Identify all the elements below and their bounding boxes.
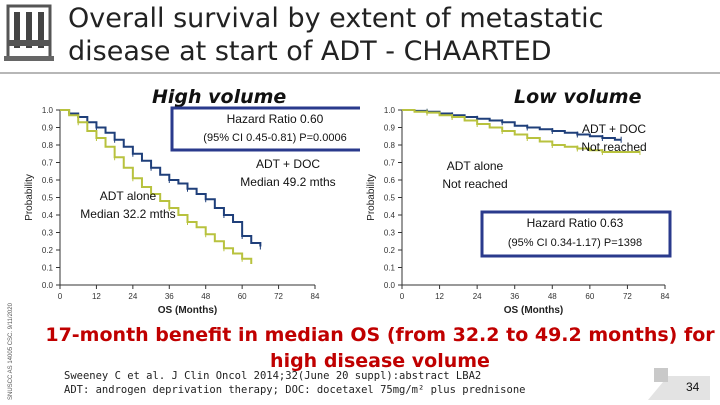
series-line-adt-alone [402,109,640,153]
y-tick-label: 0.8 [384,141,396,150]
x-tick-label: 48 [548,292,557,301]
adt-alone-median-annotation: Not reached [442,177,507,191]
y-tick-label: 0.9 [42,124,54,133]
y-axis-label: Probability [366,174,377,221]
x-axis-label: OS (Months) [504,305,563,316]
y-tick-label: 0.0 [384,281,396,290]
x-tick-label: 60 [238,292,247,301]
adt-doc-annotation: ADT + DOC [256,157,320,171]
slide-title: Overall survival by extent of metastatic… [68,3,604,67]
y-tick-label: 1.0 [384,106,396,115]
y-tick-label: 0.5 [42,194,54,203]
y-tick-label: 0.2 [42,246,54,255]
x-axis-label: OS (Months) [158,305,217,316]
x-tick-label: 0 [58,292,63,301]
y-tick-label: 0.7 [384,159,396,168]
x-tick-label: 72 [623,292,632,301]
x-tick-label: 48 [201,292,210,301]
y-tick-label: 0.6 [42,176,54,185]
y-tick-label: 0.3 [42,229,54,238]
adt-alone-annotation: ADT alone [100,189,157,203]
hazard-ratio-ci-label: (95% CI 0.45-0.81) P=0.0006 [203,132,346,144]
x-tick-label: 12 [92,292,101,301]
y-tick-label: 0.7 [42,159,54,168]
adt-doc-median-annotation: Median 49.2 mths [240,175,335,189]
y-axis-label: Probability [24,174,35,221]
low-volume-km-chart: 0.0 0.1 0.2 0.3 0.4 0.5 0.6 0.7 0.8 0.9 1.0 0 12 24 36… [366,106,672,316]
hazard-ratio-box [170,106,360,152]
x-tick-label: 60 [585,292,594,301]
high-volume-label: High volume [152,86,287,108]
y-tick-label: 0.2 [384,246,396,255]
y-tick-label: 0.5 [384,194,396,203]
hazard-ratio-box [480,210,672,258]
institution-logo [4,4,54,61]
x-tick-label: 72 [274,292,283,301]
series-line-adt-doc [60,109,262,247]
x-tick-label: 36 [510,292,519,301]
y-tick-label: 0.3 [384,229,396,238]
x-tick-label: 84 [661,292,670,301]
y-tick-label: 0.1 [42,264,54,273]
y-tick-label: 0.1 [384,264,396,273]
y-tick-label: 0.4 [42,211,54,220]
high-volume-km-chart: 0.0 0.1 0.2 0.3 0.4 0.5 0.6 0.7 0.8 0.9 1.0 0 12 24 36… [24,106,360,316]
reference-citation: Sweeney C et al. J Clin Oncol 2014;32(Ju… [64,370,482,382]
adt-doc-median-annotation: Not reached [581,140,646,154]
headline-benefit: 17-month benefit in median OS (from 32.2… [45,324,715,372]
page-number: 34 [686,380,700,394]
page-badge-icon [648,368,710,400]
y-tick-label: 0.9 [384,124,396,133]
hazard-ratio-label: Hazard Ratio 0.60 [227,112,324,126]
abbreviations-note: ADT: androgen deprivation therapy; DOC: … [64,384,526,396]
low-volume-label: Low volume [514,86,642,108]
title-divider [0,72,720,74]
x-tick-label: 24 [128,292,137,301]
adt-alone-median-annotation: Median 32.2 mths [80,207,175,221]
x-tick-label: 12 [435,292,444,301]
hazard-ratio-label: Hazard Ratio 0.63 [527,216,624,230]
y-tick-label: 0.6 [384,176,396,185]
y-tick-label: 0.8 [42,141,54,150]
x-tick-label: 24 [473,292,482,301]
y-tick-label: 0.4 [384,211,396,220]
hazard-ratio-ci-label: (95% CI 0.34-1.17) P=1398 [508,237,642,249]
adt-doc-annotation: ADT + DOC [582,122,646,136]
y-tick-label: 0.0 [42,281,54,290]
y-tick-label: 1.0 [42,106,54,115]
x-tick-label: 36 [165,292,174,301]
series-line-adt-alone [60,109,253,264]
adt-alone-annotation: ADT alone [447,159,504,173]
x-tick-label: 0 [400,292,405,301]
x-tick-label: 84 [311,292,320,301]
